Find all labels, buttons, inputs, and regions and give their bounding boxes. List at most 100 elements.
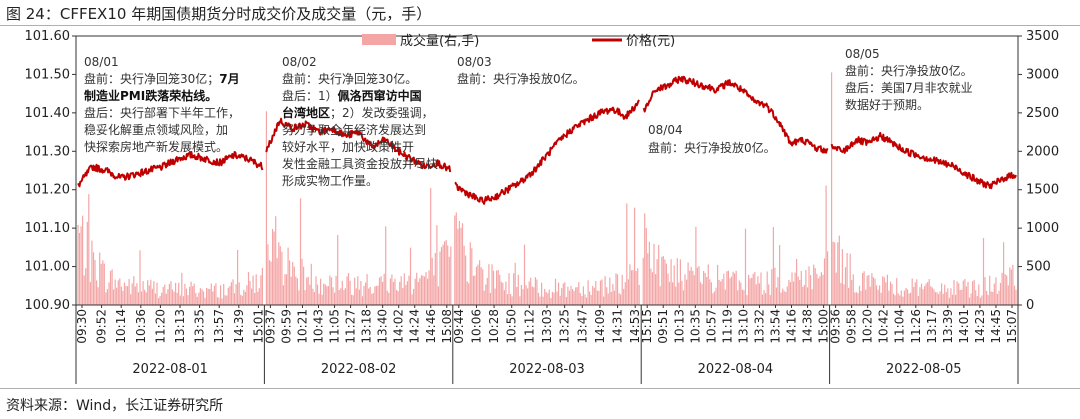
x-tick-label: 09:37 [263,309,277,344]
x-tick-label: 09:36 [829,309,843,344]
x-tick-label: 13:32 [752,309,766,344]
y-left-tick-label: 101.60 [25,29,71,44]
x-tick-label: 09:51 [656,309,670,344]
annotation-segment: 稳妥化解重点领域风险，加 [84,122,228,137]
date-label: 2022-08-04 [698,362,774,377]
annotation-segment: 形成实物工作量。 [282,173,378,188]
y-right-tick-label: 2000 [1026,144,1059,159]
annotation-bold-segment: 制造业PMI跌落荣枯线。 [84,88,217,103]
x-tick-label: 13:13 [173,309,187,344]
x-tick-label: 14:38 [801,309,815,344]
x-tick-label: 13:35 [193,309,207,344]
x-tick-label: 13:25 [558,309,572,344]
annotation-line: 08/04 [648,123,683,137]
y-left-tick-label: 101.40 [25,106,71,121]
x-tick-label: 14:16 [785,309,799,344]
date-label: 2022-08-05 [886,362,962,377]
x-tick-label: 13:18 [360,309,374,344]
y-right-tick-label: 500 [1026,260,1051,275]
annotation-line: 08/01 [84,55,119,69]
date-label: 2022-08-01 [132,362,208,377]
x-tick-label: 10:43 [312,309,326,344]
annotation-line: 盘前：央行净回笼30亿。 [282,71,417,86]
annotation-segment: 盘前：央行净投放0亿。 [845,63,973,78]
annotation-line: 盘前：央行净投放0亿。 [845,63,973,78]
annotation-segment: 08/02 [282,55,317,69]
y-left-tick-label: 101.30 [25,144,71,159]
annotation-line: 盘后：央行部署下半年工作， [84,105,240,120]
date-label: 2022-08-02 [321,362,397,377]
annotation-line: 盘后：美国7月非农就业 [845,80,973,95]
x-tick-label: 14:09 [593,309,607,344]
x-tick-label: 11:04 [893,309,907,344]
annotation-bold-segment: 台湾地区 [282,105,330,120]
title-divider [0,25,1080,26]
axes-layer: 101.60 101.50 101.40 101.30 101.20 101.10 101.… [25,29,1059,384]
annotation-bold-segment: 佩洛西窜访中国 [338,88,422,103]
annotation-segment: 盘前：央行净投放0亿。 [648,140,776,155]
y-right-tick-label: 2500 [1026,106,1059,121]
x-tick-label: 10:36 [134,309,148,344]
x-tick-label: 10:28 [487,309,501,344]
y-right-tick-label: 3500 [1026,29,1059,44]
annotation-segment: 盘前：央行净回笼30亿； [84,71,219,86]
x-tick-label: 14:45 [989,309,1003,344]
annotation-line: 08/05 [845,47,880,61]
y-left-tick-label: 101.50 [25,67,71,82]
price-line-2022-08-03 [454,99,640,205]
x-tick-label: 09:59 [279,309,293,344]
x-tick-label: 13:39 [941,309,955,344]
x-tick-label: 10:35 [688,309,702,344]
annotation-segment: 盘后：央行部署下半年工作， [84,105,240,120]
annotation-segment: 08/01 [84,55,119,69]
x-tick-label: 15:08 [440,309,454,344]
annotation-segment: 08/04 [648,123,683,137]
x-tick-label: 10:20 [861,309,875,344]
x-tick-label: 10:21 [295,309,309,344]
x-tick-label: 15:07 [1005,309,1019,344]
x-tick-label: 14:39 [232,309,246,344]
x-tick-label: 11:19 [720,309,734,344]
annotation-line: 盘前：央行净回笼30亿；7月 [84,71,240,86]
annotation-segment: 较好水平，加快政策性开 [282,139,414,154]
x-tick-label: 13:40 [376,309,390,344]
y-right-tick-label: 1000 [1026,221,1059,236]
x-tick-label: 10:14 [114,309,128,344]
x-tick-label: 15:01 [251,309,265,344]
annotation-line: 努力争取全年经济发展达到 [282,122,426,137]
x-tick-label: 10:06 [469,309,483,344]
annotation-line: 08/03 [457,55,492,69]
x-tick-label: 14:02 [392,309,406,344]
x-tick-label: 09:44 [452,309,466,344]
x-tick-label: 11:12 [522,309,536,344]
x-tick-label: 14:46 [424,309,438,344]
annotation-segment: 数据好于预期。 [845,97,929,112]
annotation-line: 较好水平，加快政策性开 [282,139,414,154]
annotation-line: 制造业PMI跌落荣枯线。 [84,88,217,103]
annotation-line: 发性金融工具资金投放并尽快 [282,156,438,171]
x-tick-label: 15:00 [817,309,831,344]
annotation-segment: ；2）发改委强调， [330,105,434,120]
annotation-segment: 发性金融工具资金投放并尽快 [282,156,438,171]
price-line-2022-08-02 [265,117,452,173]
source-note: 资料来源：Wind，长江证券研究所 [6,398,224,414]
y-right-tick-label: 0 [1026,298,1034,313]
annotation-line: 形成实物工作量。 [282,173,378,188]
y-left-tick-label: 100.90 [25,298,71,313]
annotation-bold-segment: 7月 [219,72,239,86]
annotation-segment: 08/03 [457,55,492,69]
annotation-segment: 努力争取全年经济发展达到 [282,122,426,137]
annotation-segment: 盘后：1） [282,88,338,103]
volume-series [77,72,1017,305]
price-line-2022-08-05 [830,131,1017,190]
x-tick-label: 13:47 [575,309,589,344]
x-tick-label: 11:05 [328,309,342,344]
x-tick-label: 14:01 [957,309,971,344]
x-tick-label: 10:42 [877,309,891,344]
price-line-2022-08-04 [642,75,829,154]
annotation-segment: 快探索房地产新发展模式。 [84,139,228,154]
x-tick-label: 10:13 [672,309,686,344]
annotation-line: 盘前：央行净投放0亿。 [457,71,585,86]
annotation-line: 台湾地区；2）发改委强调， [282,105,434,120]
annotation-segment: 盘前：央行净回笼30亿。 [282,71,417,86]
